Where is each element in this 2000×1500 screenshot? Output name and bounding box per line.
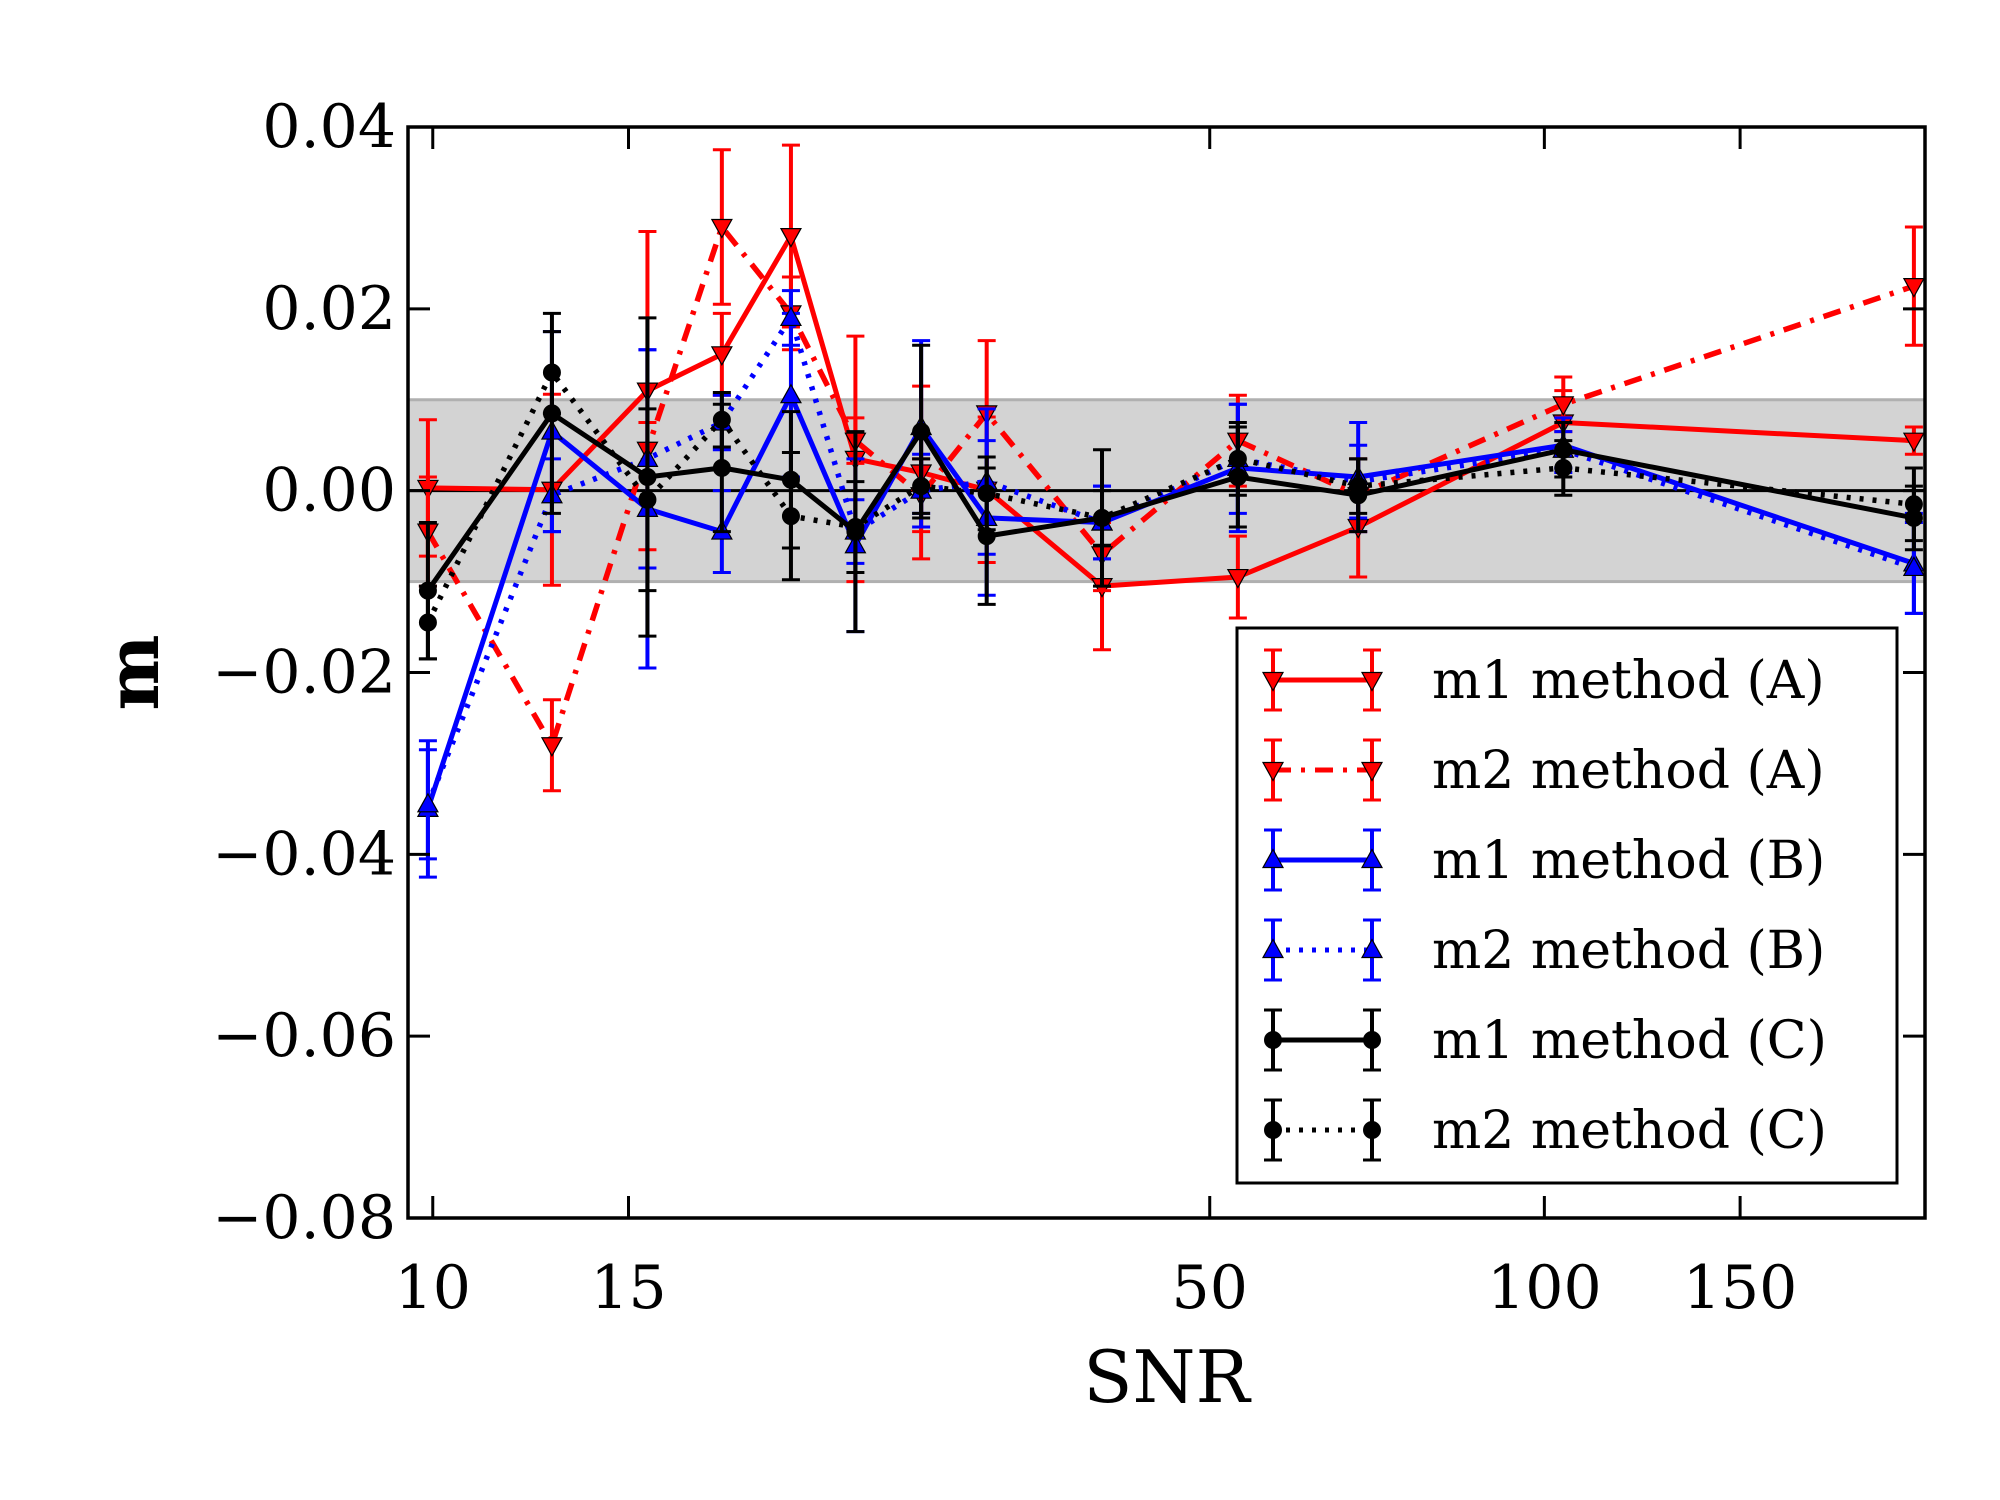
- series-6: [418, 330, 1923, 661]
- legend-marker: [1264, 1121, 1282, 1139]
- series-2-point: [540, 737, 563, 757]
- legend-label: m1 method (A): [1432, 651, 1825, 711]
- series-6-point: [1554, 458, 1573, 477]
- legend-marker: [1363, 1121, 1381, 1139]
- series-1-point: [779, 228, 802, 248]
- legend-entry: m2 method (B): [1261, 918, 1825, 982]
- legend-box: [1235, 626, 1899, 1185]
- legend-marker: [1360, 848, 1384, 869]
- legend-label: m1 method (C): [1432, 1011, 1827, 1071]
- series-6-point: [418, 613, 437, 632]
- series-4-point: [779, 306, 802, 327]
- series-6-point: [1349, 477, 1368, 496]
- series-5-point: [712, 458, 731, 477]
- series-1-point: [1226, 568, 1249, 589]
- y-tick-label: −0.04: [212, 819, 396, 889]
- x-tick-label: 150: [1683, 1253, 1798, 1323]
- series-3-point: [779, 383, 802, 404]
- legend-entry: m2 method (A): [1261, 738, 1825, 802]
- legend-entry: m2 method (C): [1264, 1098, 1827, 1162]
- y-tick-label: 0.02: [262, 274, 396, 344]
- series-4-point: [416, 792, 439, 813]
- legend-marker: [1363, 1031, 1381, 1049]
- legend-entry: m1 method (B): [1261, 828, 1825, 892]
- legend-label: m2 method (B): [1432, 921, 1825, 981]
- legend-marker: [1261, 938, 1285, 959]
- y-tick-label: −0.06: [212, 1001, 396, 1071]
- series-6-point: [977, 484, 996, 503]
- series-6-point: [638, 490, 657, 509]
- series-6-point: [712, 410, 731, 429]
- y-tick-label: −0.02: [212, 638, 396, 708]
- y-tick-label: 0.04: [262, 92, 396, 162]
- legend-label: m1 method (B): [1432, 831, 1825, 891]
- legend-entry: m1 method (A): [1261, 648, 1825, 712]
- legend-entry: m1 method (C): [1264, 1008, 1827, 1072]
- legend-marker: [1360, 761, 1384, 782]
- series-5-point: [912, 422, 931, 441]
- legend-label: m2 method (A): [1432, 741, 1825, 801]
- y-tick-label: 0.00: [262, 456, 396, 526]
- x-tick-label: 10: [395, 1253, 471, 1323]
- series-2-point: [710, 218, 733, 239]
- series-6-point: [1228, 449, 1247, 468]
- series-1-point: [710, 346, 733, 367]
- series-layer: [416, 143, 1925, 879]
- legend-marker: [1261, 761, 1285, 782]
- x-axis-title: SNR: [1083, 1335, 1251, 1419]
- series-6-point: [1904, 495, 1923, 514]
- y-tick-label: −0.08: [212, 1183, 396, 1253]
- legend-marker: [1360, 938, 1384, 959]
- ticks-layer: −0.08 −0.06 −0.04 −0.02 0.00 0.02 0.04 10 15 50 10…: [212, 92, 1925, 1323]
- series-6-point: [912, 477, 931, 496]
- legend-marker: [1261, 671, 1285, 692]
- series-2-point: [1902, 278, 1925, 298]
- x-tick-label: 50: [1172, 1253, 1248, 1323]
- x-tick-label: 15: [590, 1253, 666, 1323]
- series-6-point: [781, 507, 800, 526]
- legend-marker: [1264, 1031, 1282, 1049]
- y-axis-title: m: [90, 634, 175, 710]
- series-6-point: [846, 518, 865, 537]
- legend-marker: [1360, 671, 1384, 692]
- x-tick-label: 100: [1487, 1253, 1602, 1323]
- legend-label: m2 method (C): [1432, 1101, 1827, 1161]
- legend: m1 method (A) m2 method (A) m1 method (B) m…: [1235, 626, 1899, 1185]
- series-6-point: [1093, 508, 1112, 527]
- legend-marker: [1261, 848, 1285, 869]
- series-1-point: [1902, 432, 1925, 453]
- series-2-point: [1552, 396, 1575, 417]
- series-4-point: [1902, 556, 1925, 577]
- series-6-point: [542, 363, 561, 382]
